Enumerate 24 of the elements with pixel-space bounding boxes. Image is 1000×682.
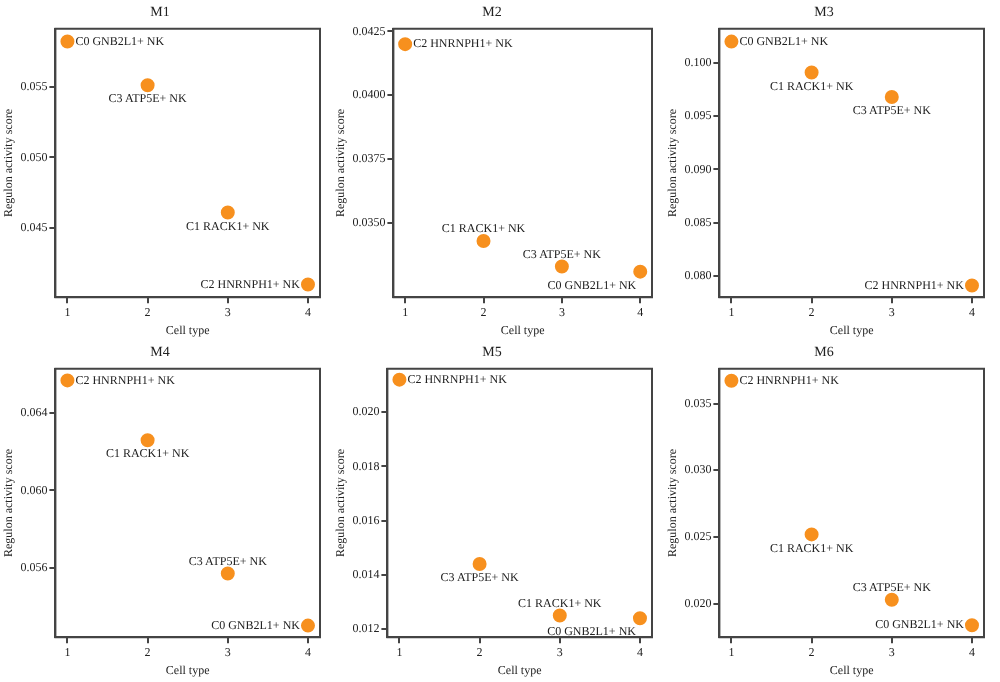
point [804,65,819,80]
point [472,557,487,571]
point [300,618,315,633]
point [724,34,739,49]
point [220,566,235,581]
point [476,233,491,248]
point [140,78,155,93]
point [632,611,647,626]
point [633,264,648,279]
point [140,433,155,448]
point [964,278,979,293]
point [884,592,899,607]
point [552,608,567,623]
point [554,259,569,274]
point [60,34,75,49]
point [398,37,413,52]
point [60,373,75,388]
point [964,618,979,633]
point [300,277,315,292]
point [884,89,899,104]
point [220,205,235,220]
point [724,373,739,388]
point [804,527,819,542]
point [392,372,407,387]
